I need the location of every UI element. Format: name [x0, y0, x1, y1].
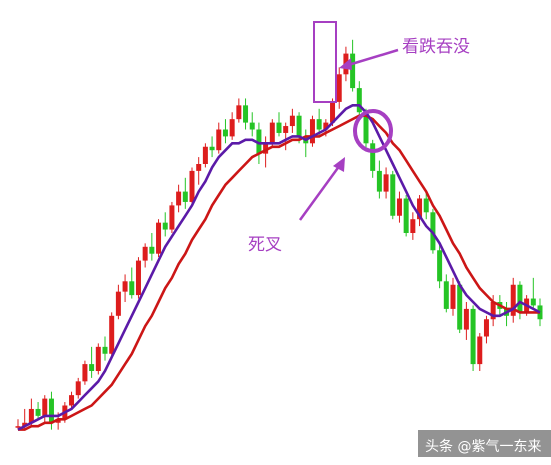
candle-body — [75, 381, 81, 396]
candle-body — [330, 101, 336, 123]
candle-body — [376, 170, 382, 192]
short-moving-average-line — [17, 104, 541, 431]
candle-body — [95, 346, 101, 371]
candle-body — [410, 219, 416, 233]
candle-body — [517, 284, 523, 313]
candle-body — [69, 395, 75, 406]
candle-body — [316, 119, 322, 130]
candle-body — [510, 284, 516, 316]
candle-body — [115, 291, 121, 316]
candle-body — [383, 174, 389, 192]
candle-body — [15, 426, 21, 428]
candle-body — [135, 260, 141, 296]
candle-body — [162, 222, 168, 230]
candle-body — [356, 88, 362, 113]
candle-body — [229, 119, 235, 137]
candle-body — [403, 198, 409, 233]
candle-body — [176, 191, 182, 206]
candle-body — [28, 408, 34, 423]
candle-body — [129, 281, 135, 296]
candle-body — [423, 198, 429, 213]
candle-body — [417, 198, 423, 220]
candle-body — [48, 398, 54, 423]
watermark-text: 头条 @紫气一东来 — [425, 439, 542, 455]
candle-body — [55, 419, 61, 423]
candle-body — [463, 308, 469, 330]
candle-body — [477, 336, 483, 365]
candle-body — [396, 198, 402, 216]
engulf-pointer-arrow — [344, 48, 399, 68]
candle-body — [109, 315, 115, 354]
candle-body — [209, 146, 215, 151]
candle-body — [470, 308, 476, 365]
candle-body — [122, 281, 128, 292]
candle-body — [196, 164, 202, 171]
candle-body — [89, 364, 95, 371]
candle-body — [249, 122, 255, 130]
candle-body — [236, 105, 242, 120]
candle-body — [309, 119, 315, 144]
candle-body — [102, 346, 108, 354]
candle-body — [156, 222, 162, 254]
candle-body — [443, 281, 449, 309]
candle-body — [483, 319, 489, 337]
dead-cross-pointer-arrow — [298, 164, 342, 221]
candle-body — [142, 246, 148, 261]
long-moving-average-line — [18, 114, 540, 431]
candle-body — [202, 146, 208, 164]
candle-body — [182, 191, 188, 202]
candle-body — [530, 298, 536, 306]
candle-body — [222, 129, 228, 137]
candle-body — [22, 422, 28, 427]
candle-body — [149, 246, 155, 254]
watermark-backdrop — [418, 430, 551, 457]
candle-body — [457, 284, 463, 330]
candle-body — [82, 364, 88, 382]
candle-body — [216, 129, 222, 151]
candle-body — [437, 250, 443, 282]
candle-body — [283, 126, 289, 133]
candle-body — [35, 408, 41, 416]
candle-body — [289, 115, 295, 127]
candle-body — [276, 122, 282, 133]
candle-body — [256, 129, 262, 154]
candle-body — [323, 122, 329, 130]
candle-body — [336, 74, 342, 102]
engulf-highlight-box — [313, 21, 337, 103]
dead-cross-circle — [353, 109, 393, 153]
candle-body — [189, 170, 195, 202]
candle-body — [269, 122, 275, 144]
candle-body — [243, 105, 249, 123]
dead-cross-arrow-head — [333, 157, 345, 172]
candle-body — [370, 143, 376, 171]
dead-cross-annotation-label: 死叉 — [248, 235, 282, 255]
candle-body — [263, 143, 269, 154]
candle-body — [450, 284, 456, 309]
engulf-arrow-head — [339, 58, 352, 70]
candle-body — [350, 53, 356, 89]
annotation-overlay — [298, 21, 399, 221]
candle-body — [490, 302, 496, 320]
engulf-annotation-label: 看跌吞没 — [402, 37, 470, 57]
candle-body — [42, 398, 48, 416]
candle-body — [296, 115, 302, 137]
candle-body — [363, 112, 369, 144]
candle-body — [390, 174, 396, 216]
candle-body — [169, 205, 175, 230]
